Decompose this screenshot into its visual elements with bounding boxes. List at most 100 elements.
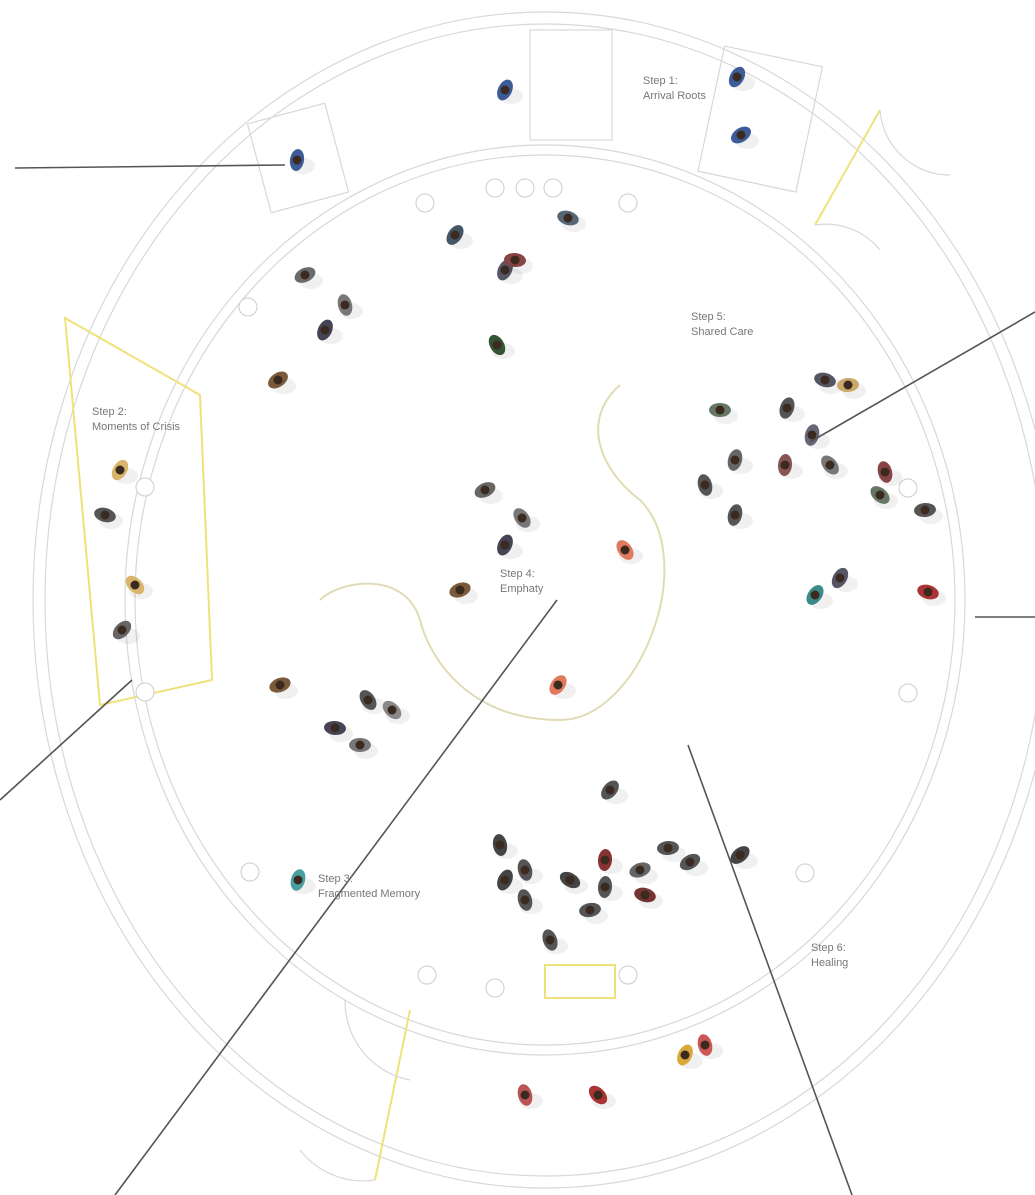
booth: [530, 30, 612, 140]
person-head: [546, 936, 555, 945]
leader-line: [688, 745, 852, 1195]
column: [136, 478, 154, 496]
column: [544, 179, 562, 197]
step-number: Step 5:: [691, 311, 726, 323]
person-head: [921, 506, 930, 515]
spiral-path: [320, 385, 664, 720]
column: [619, 194, 637, 212]
column: [486, 179, 504, 197]
door-wall: [375, 1010, 410, 1180]
step-name: Fragmented Memory: [318, 888, 421, 900]
person-head: [876, 491, 885, 500]
person-head: [731, 456, 740, 465]
column: [418, 966, 436, 984]
person-head: [783, 404, 792, 413]
spiral-band: [320, 385, 664, 720]
person-head: [811, 591, 820, 600]
person-head: [518, 514, 527, 523]
person-head: [686, 858, 695, 867]
person-head: [501, 876, 510, 885]
person-head: [481, 486, 490, 495]
person-head: [301, 271, 310, 280]
column: [619, 966, 637, 984]
person-head: [844, 381, 853, 390]
step-name: Emphaty: [500, 583, 544, 595]
person-head: [388, 706, 397, 715]
person-head: [737, 131, 746, 140]
step-name: Moments of Crisis: [92, 421, 181, 433]
person-head: [826, 461, 835, 470]
step-name: Shared Care: [691, 326, 753, 338]
person-head: [293, 156, 302, 165]
floor-plan: Step 1:Arrival RootsStep 2:Moments of Cr…: [0, 0, 1035, 1195]
person-head: [564, 214, 573, 223]
person-head: [594, 1091, 603, 1100]
inner-wall: [125, 145, 965, 1055]
leader-line: [0, 680, 132, 800]
person-head: [116, 466, 125, 475]
person-head: [331, 724, 340, 733]
column: [241, 863, 259, 881]
column: [239, 298, 257, 316]
person-head: [521, 896, 530, 905]
leader-lines: [0, 165, 1035, 1195]
person-head: [621, 546, 630, 555]
person-head: [364, 696, 373, 705]
person-head: [101, 511, 110, 520]
person-head: [521, 866, 530, 875]
person-head: [451, 231, 460, 240]
person-head: [881, 468, 890, 477]
step-number: Step 3:: [318, 873, 353, 885]
person-head: [501, 266, 510, 275]
person-head: [131, 581, 140, 590]
step-number: Step 4:: [500, 568, 535, 580]
person-head: [566, 876, 575, 885]
column: [416, 194, 434, 212]
person-head: [341, 301, 350, 310]
leader-line: [810, 312, 1035, 442]
person-head: [586, 906, 595, 915]
person-head: [716, 406, 725, 415]
person-head: [924, 588, 933, 597]
booth: [698, 46, 822, 192]
step-name: Arrival Roots: [643, 90, 706, 102]
person-head: [554, 681, 563, 690]
person-head: [456, 586, 465, 595]
step-number: Step 1:: [643, 75, 678, 87]
person-head: [501, 541, 510, 550]
person-head: [736, 851, 745, 860]
column: [486, 979, 504, 997]
person-head: [356, 741, 365, 750]
person-head: [274, 376, 283, 385]
column: [516, 179, 534, 197]
person-head: [521, 1091, 530, 1100]
person-head: [636, 866, 645, 875]
person-head: [701, 1041, 710, 1050]
person-head: [321, 326, 330, 335]
column: [136, 683, 154, 701]
person-head: [821, 376, 830, 385]
person-head: [496, 841, 505, 850]
person-head: [511, 256, 520, 265]
column: [899, 479, 917, 497]
person-head: [733, 73, 742, 82]
person-head: [294, 876, 303, 885]
step-name: Healing: [811, 957, 848, 969]
column: [796, 864, 814, 882]
person-head: [601, 856, 610, 865]
person-head: [601, 883, 610, 892]
person-head: [493, 341, 502, 350]
person-head: [276, 681, 285, 690]
column: [899, 684, 917, 702]
person-head: [781, 461, 790, 470]
outer-wall-inner: [45, 24, 1035, 1176]
person-head: [701, 481, 710, 490]
bench: [545, 965, 615, 998]
person-head: [606, 786, 615, 795]
door-wall: [815, 110, 880, 225]
person-head: [836, 574, 845, 583]
person-head: [118, 626, 127, 635]
person-head: [681, 1051, 690, 1060]
person-head: [641, 891, 650, 900]
leader-line: [15, 165, 285, 168]
